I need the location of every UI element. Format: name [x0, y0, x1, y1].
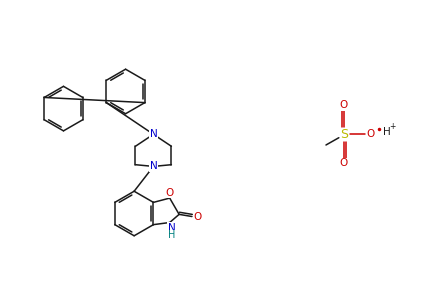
Text: S: S [339, 128, 347, 141]
Text: O: O [366, 129, 374, 139]
Text: N: N [149, 161, 157, 171]
Text: O: O [339, 100, 347, 110]
Text: H: H [382, 127, 390, 137]
Text: O: O [193, 212, 201, 222]
Text: H: H [167, 230, 175, 240]
Text: N: N [149, 129, 157, 139]
Text: O: O [339, 158, 347, 168]
Text: +: + [389, 122, 395, 131]
Text: O: O [165, 188, 173, 198]
Text: N: N [167, 223, 175, 233]
